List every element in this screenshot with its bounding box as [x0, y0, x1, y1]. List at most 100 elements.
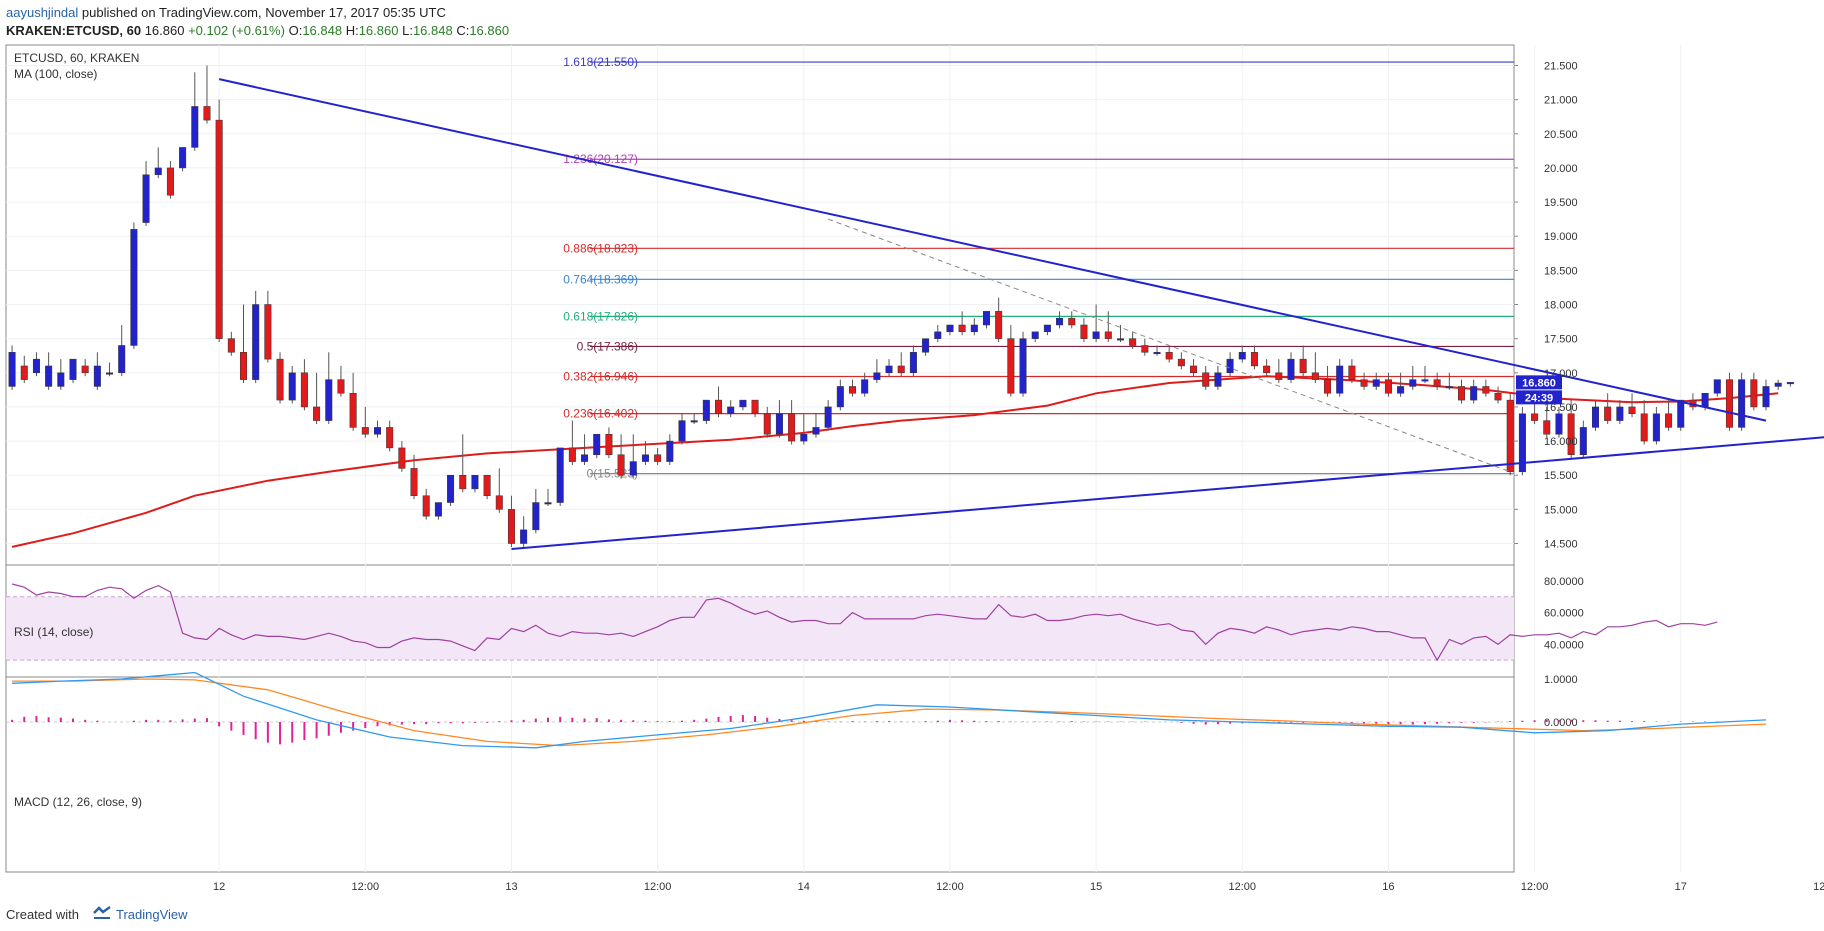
candle-body: [1567, 413, 1575, 455]
candle-body: [422, 495, 430, 517]
drawings: [218, 78, 1824, 550]
candle-body: [1665, 413, 1673, 428]
candle-body: [1092, 331, 1100, 339]
author-link[interactable]: aayushjindal: [6, 5, 79, 20]
candle-body: [751, 399, 759, 415]
candle-body: [313, 406, 321, 421]
candle-body: [909, 352, 917, 374]
candle-body: [788, 413, 796, 442]
candle-body: [300, 372, 308, 408]
candle-body: [361, 427, 369, 435]
created-with-label: Created with: [6, 907, 79, 922]
candle-body: [1774, 382, 1782, 387]
candle-body: [325, 379, 333, 421]
chart-svg[interactable]: 1.618(21.550) 1.236(20.127) 0.886(18.823) 0…: [0, 42, 1824, 898]
candle-body: [1311, 372, 1319, 380]
candle-body: [203, 106, 211, 121]
symbol-line: KRAKEN:ETCUSD, 60: [6, 23, 142, 38]
fib-level-label: 0.886(18.823): [563, 241, 638, 255]
candles: [8, 65, 1794, 547]
last-price: 16.860: [144, 23, 185, 38]
low-value: 16.848: [412, 23, 453, 38]
candle-body: [191, 106, 199, 148]
candle-body: [1506, 399, 1514, 473]
candle-body: [1299, 358, 1307, 374]
chart-frame: [5, 44, 1515, 873]
y-tick-label: 15.500: [1544, 470, 1578, 482]
candle-body: [1129, 338, 1137, 346]
candle-body: [1019, 338, 1027, 394]
candle-body: [982, 311, 990, 326]
candle-body: [1738, 379, 1746, 428]
candle-body: [1372, 379, 1380, 387]
candle-body: [69, 358, 77, 380]
candle-body: [1177, 358, 1185, 367]
candle-body: [276, 358, 284, 401]
candle-body: [386, 427, 394, 449]
pane-labels: ETCUSD, 60, KRAKEN MA (100, close) RSI (14…: [14, 51, 142, 809]
candle-body: [654, 454, 662, 462]
last-price-label: 16.860: [1522, 377, 1556, 389]
candle-body: [861, 379, 869, 394]
rsi-line: [11, 583, 1718, 662]
grid-lines: [6, 45, 1682, 872]
candle-body: [1397, 386, 1405, 394]
candle-body: [946, 324, 954, 333]
close-value: 16.860: [469, 23, 510, 38]
x-tick-label: 13: [505, 881, 517, 893]
candle-body: [715, 399, 723, 415]
candle-body: [605, 434, 613, 455]
y-tick-label: 18.000: [1544, 300, 1578, 312]
candle-body: [593, 434, 601, 455]
tradingview-brand[interactable]: TradingView: [116, 907, 188, 922]
candle-body: [873, 372, 881, 380]
candle-body: [81, 365, 89, 374]
fib-level-label: 0.618(17.826): [563, 309, 638, 323]
y-tick-label: 19.500: [1544, 197, 1578, 209]
candle-body: [166, 167, 174, 196]
candle-body: [93, 365, 101, 387]
candle-body: [1628, 406, 1636, 415]
plot-area: [5, 44, 1515, 873]
candle-body: [240, 352, 248, 380]
x-tick-label: 12: [213, 881, 225, 893]
candle-body: [1068, 317, 1076, 326]
change-text: +0.102 (+0.61%): [188, 23, 285, 38]
candle-body: [179, 147, 187, 169]
candle-body: [629, 461, 637, 476]
y-tick-label: 20.500: [1544, 129, 1578, 141]
candle-body: [995, 311, 1003, 339]
open-value: 16.848: [302, 23, 343, 38]
candle-body: [1384, 379, 1392, 394]
macd-label: MACD (12, 26, close, 9): [14, 795, 142, 809]
candle-body: [1750, 379, 1758, 408]
y-tick-label: 18.500: [1544, 265, 1578, 277]
candle-body: [1226, 358, 1234, 374]
rsi-tick-label: 80.0000: [1544, 576, 1584, 588]
fib-level-label: 0.5(17.386): [577, 339, 638, 353]
candle-body: [897, 365, 905, 374]
candle-body: [1214, 372, 1222, 387]
candle-body: [690, 420, 698, 423]
fib-level-label: 1.236(20.127): [563, 152, 638, 166]
high-value: 16.860: [358, 23, 399, 38]
candle-body: [1701, 393, 1709, 408]
candle-body: [1287, 358, 1295, 380]
x-tick-label: 16: [1382, 881, 1394, 893]
candle-body: [849, 386, 857, 394]
candle-body: [1043, 324, 1051, 333]
x-tick-label: 12:00: [352, 881, 380, 893]
fib-level-label: 0.764(18.369): [563, 272, 638, 286]
candle-body: [1518, 413, 1526, 473]
candle-body: [447, 474, 455, 503]
candle-body: [1543, 420, 1551, 435]
candle-body: [800, 434, 808, 442]
candle-body: [812, 427, 820, 435]
candle-body: [1616, 406, 1624, 421]
candle-body: [483, 474, 491, 496]
candle-body: [459, 474, 467, 490]
x-tick-label: 17: [1675, 881, 1687, 893]
x-tick-label: 15: [1090, 881, 1102, 893]
rsi-label: RSI (14, close): [14, 625, 93, 639]
y-tick-label: 20.000: [1544, 163, 1578, 175]
